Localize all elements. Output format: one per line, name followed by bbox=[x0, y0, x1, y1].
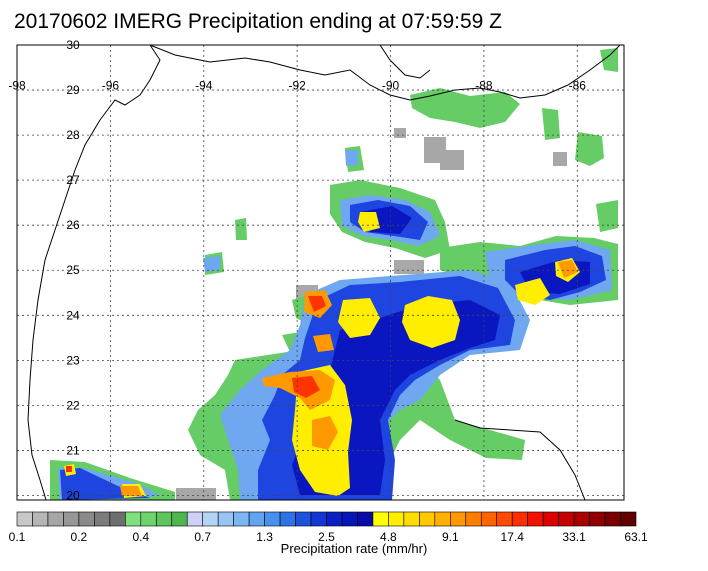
colorbar-swatch bbox=[419, 511, 436, 527]
colorbar-swatch bbox=[388, 511, 405, 527]
colorbar-label: 0.2 bbox=[71, 530, 88, 544]
latitude-tick-label: 20 bbox=[66, 488, 80, 502]
precipitation-field bbox=[50, 48, 618, 500]
colorbar-swatch bbox=[620, 511, 637, 527]
colorbar-swatch bbox=[140, 511, 157, 527]
colorbar-swatch bbox=[16, 511, 33, 527]
longitude-labels: -98 -96 -94 -92 -90 -88 -86 bbox=[8, 79, 586, 93]
colorbar-swatch bbox=[264, 511, 281, 527]
intense-precip-red bbox=[66, 296, 326, 472]
colorbar-swatch bbox=[63, 511, 80, 527]
longitude-tick-label: -86 bbox=[569, 79, 587, 93]
colorbar-swatch bbox=[47, 511, 64, 527]
colorbar-caption: Precipitation rate (mm/hr) bbox=[280, 541, 428, 556]
colorbar-swatch bbox=[496, 511, 513, 527]
light-precip-gray bbox=[176, 128, 567, 500]
colorbar-swatch bbox=[372, 511, 389, 527]
latitude-tick-label: 22 bbox=[66, 398, 80, 412]
colorbar-label: 0.1 bbox=[9, 530, 26, 544]
latitude-tick-label: 25 bbox=[66, 263, 80, 277]
latitude-tick-label: 26 bbox=[66, 218, 80, 232]
gridlines bbox=[17, 45, 624, 500]
colorbar-swatch bbox=[155, 511, 173, 527]
colorbar-swatch bbox=[109, 511, 126, 527]
colorbar-labels: 0.1 0.2 0.4 0.7 1.3 2.5 4.8 9.1 17.4 33.1 63.1 bbox=[9, 530, 648, 544]
longitude-tick-label: -94 bbox=[195, 79, 213, 93]
colorbar-swatch bbox=[542, 511, 559, 527]
latitude-tick-label: 28 bbox=[66, 128, 80, 142]
colorbar-swatch bbox=[94, 511, 111, 527]
colorbar-label: 17.4 bbox=[501, 530, 525, 544]
colorbar-swatch bbox=[233, 511, 250, 527]
colorbar-swatch bbox=[403, 511, 420, 527]
colorbar-swatch bbox=[604, 511, 621, 527]
colorbar-swatch bbox=[248, 511, 265, 527]
colorbar-swatch bbox=[527, 511, 544, 527]
colorbar-swatch bbox=[171, 511, 188, 527]
colorbar-label: 1.3 bbox=[256, 530, 273, 544]
latitude-tick-label: 29 bbox=[66, 83, 80, 97]
colorbar-swatch bbox=[326, 511, 343, 527]
colorbar-label: 4.8 bbox=[380, 530, 397, 544]
colorbar-swatch bbox=[202, 511, 219, 527]
colorbar-swatch bbox=[449, 511, 467, 527]
colorbar-swatch bbox=[511, 511, 528, 527]
colorbar-swatch bbox=[357, 511, 374, 527]
coastline bbox=[27, 45, 621, 500]
colorbar-swatch bbox=[186, 511, 204, 527]
longitude-tick-label: -90 bbox=[382, 79, 400, 93]
colorbar-boxes bbox=[16, 511, 637, 527]
colorbar-label: 2.5 bbox=[318, 530, 335, 544]
colorbar-label: 0.7 bbox=[194, 530, 211, 544]
colorbar-swatch bbox=[217, 511, 234, 527]
colorbar-swatch bbox=[558, 511, 575, 527]
longitude-tick-label: -88 bbox=[475, 79, 493, 93]
colorbar-label: 0.4 bbox=[132, 530, 149, 544]
colorbar-swatch bbox=[78, 511, 95, 527]
latitude-tick-label: 27 bbox=[66, 173, 80, 187]
colorbar-swatch bbox=[295, 511, 312, 527]
latitude-tick-label: 21 bbox=[66, 443, 80, 457]
colorbar-label: 9.1 bbox=[442, 530, 459, 544]
colorbar-label: 63.1 bbox=[624, 530, 648, 544]
colorbar-swatch bbox=[589, 511, 606, 527]
colorbar-swatch bbox=[125, 511, 142, 527]
colorbar-swatch bbox=[341, 511, 358, 527]
colorbar-swatch bbox=[32, 511, 49, 527]
colorbar-swatch bbox=[573, 511, 590, 527]
colorbar-swatch bbox=[465, 511, 482, 527]
longitude-tick-label: -92 bbox=[288, 79, 306, 93]
colorbar-label: 33.1 bbox=[562, 530, 586, 544]
colorbar-swatch bbox=[480, 511, 498, 527]
map-frame bbox=[16, 44, 625, 501]
latitude-tick-label: 23 bbox=[66, 353, 80, 367]
map-title: 20170602 IMERG Precipitation ending at 0… bbox=[14, 10, 502, 33]
colorbar-swatch bbox=[434, 511, 451, 527]
latitude-tick-label: 24 bbox=[66, 308, 80, 322]
longitude-tick-label: -96 bbox=[102, 79, 120, 93]
colorbar-swatch bbox=[310, 511, 327, 527]
colorbar-swatch bbox=[279, 511, 296, 527]
